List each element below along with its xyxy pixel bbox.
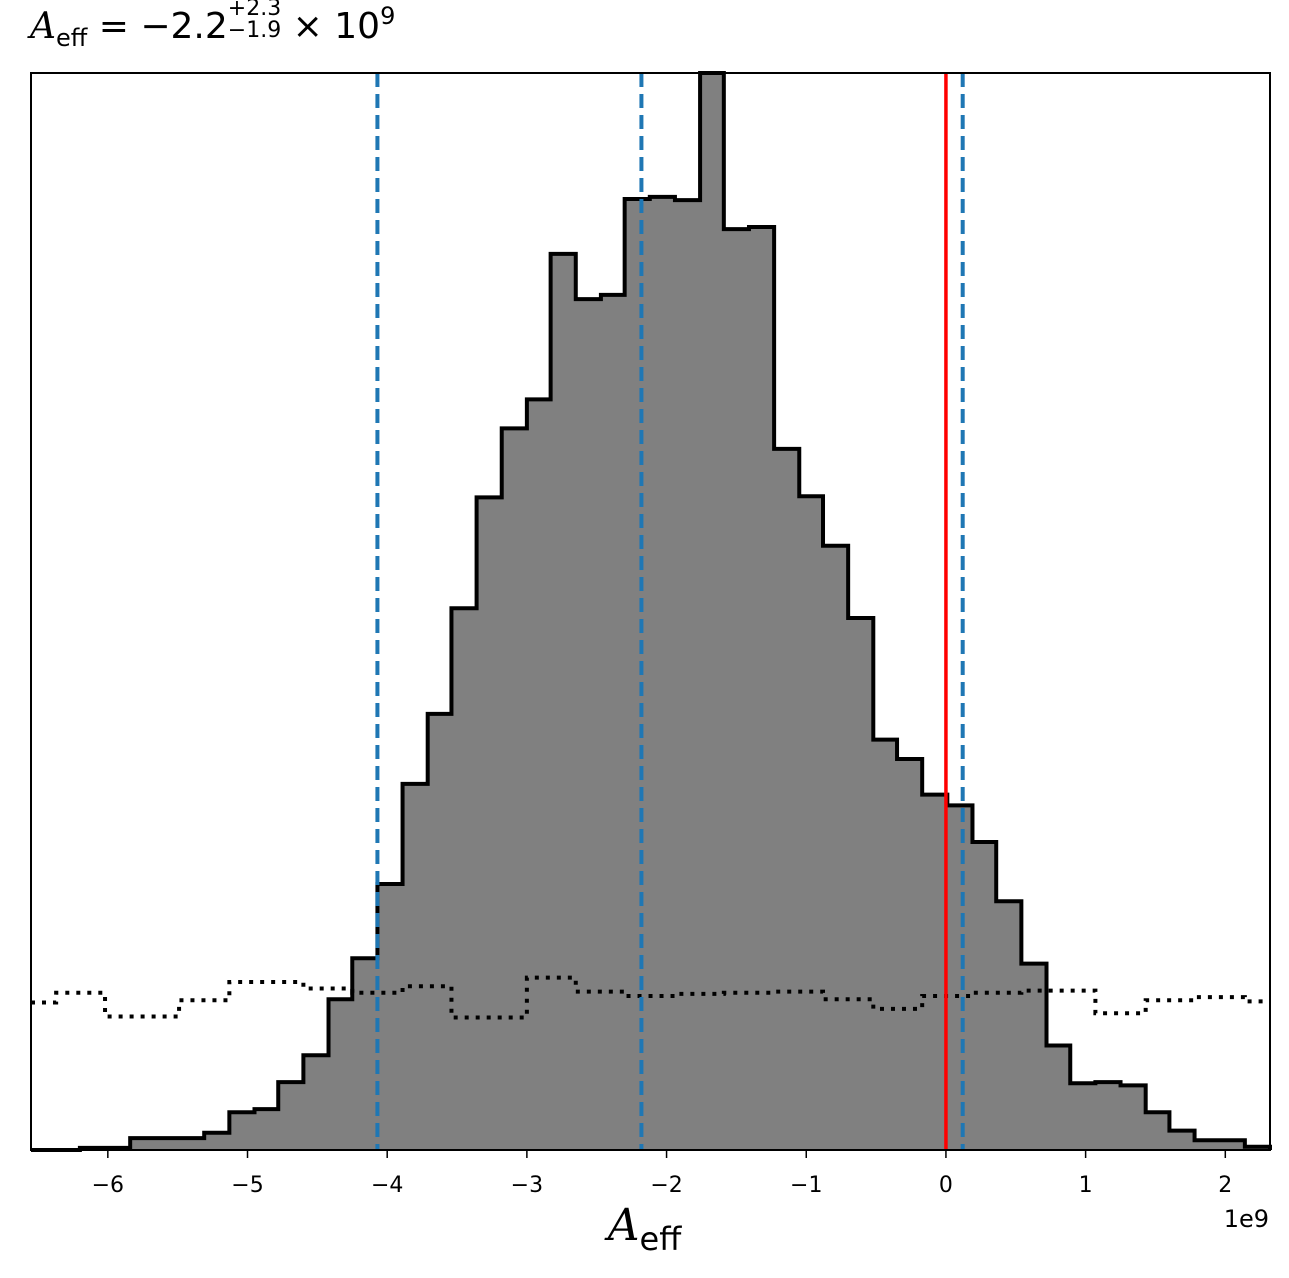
histogram-bar <box>972 841 997 1150</box>
histogram-outline <box>31 71 1272 1152</box>
x-tick-label: −1 <box>790 1173 822 1198</box>
x-tick-label: −4 <box>371 1173 403 1198</box>
histogram-bar <box>130 1138 156 1150</box>
histogram-bar <box>303 1055 330 1150</box>
histogram-bar <box>575 299 602 1150</box>
histogram-bar <box>1095 1082 1122 1150</box>
histogram-bar <box>1145 1112 1170 1150</box>
title-value: = −2.2 <box>87 6 228 47</box>
histogram-bar <box>723 229 750 1151</box>
x-axis-label-subscript: eff <box>639 1220 682 1258</box>
histogram-bar <box>1169 1130 1196 1150</box>
histogram-bar <box>848 617 874 1150</box>
histogram-bar <box>1046 1045 1071 1150</box>
x-axis-offset-text: 1e9 <box>1223 1205 1269 1233</box>
histogram-bar <box>873 739 898 1150</box>
histogram-bar <box>897 759 923 1150</box>
title-upper-error: +2.3 <box>227 0 282 21</box>
histogram-bar <box>1070 1083 1096 1150</box>
histogram-bar <box>922 794 948 1150</box>
histogram-bar <box>278 1082 304 1150</box>
histogram-bar <box>179 1138 205 1150</box>
histogram-bar <box>799 496 824 1150</box>
reference-lines <box>375 73 965 1150</box>
histogram-bar <box>1021 963 1048 1150</box>
histogram-bar <box>823 545 849 1150</box>
histogram-bar <box>600 294 626 1150</box>
histogram-bar <box>254 1109 279 1150</box>
histogram-bar <box>377 883 404 1150</box>
histogram-bar <box>947 805 973 1150</box>
x-tick-label: −5 <box>231 1173 263 1198</box>
x-tick-label: 2 <box>1218 1173 1232 1198</box>
posterior-histogram <box>31 71 1272 1152</box>
title-subscript: eff <box>56 24 88 52</box>
plot-frame <box>30 72 1271 1151</box>
histogram-bar <box>501 428 528 1150</box>
prior-outline <box>31 975 1270 1020</box>
histogram-bar <box>550 253 577 1150</box>
histogram-bar <box>674 200 701 1150</box>
histogram-bar <box>352 958 378 1150</box>
title-lower-error: −1.9 <box>227 18 282 43</box>
histogram-bar <box>229 1112 255 1150</box>
prior-histogram <box>31 975 1270 1020</box>
histogram-bar <box>649 196 676 1151</box>
histogram-bar <box>996 901 1022 1150</box>
x-tick-label: −2 <box>650 1173 682 1198</box>
x-tick-label: 1 <box>1079 1173 1093 1198</box>
x-axis-label-symbol: A <box>607 1200 640 1251</box>
histogram-bar <box>402 783 429 1150</box>
histogram-bar <box>155 1138 180 1150</box>
histogram-bar <box>1219 1140 1246 1150</box>
histogram-bar <box>204 1132 230 1150</box>
x-axis-label: Aeff <box>0 1200 1289 1258</box>
x-tick-label: −6 <box>92 1173 124 1198</box>
histogram-bar <box>427 713 452 1150</box>
histogram-bar <box>624 199 651 1150</box>
histogram-bar <box>476 497 503 1150</box>
histogram-bar <box>451 608 478 1150</box>
histogram-bar <box>1194 1140 1221 1150</box>
histogram-bar <box>526 399 552 1150</box>
x-tick-label: −3 <box>511 1173 543 1198</box>
histogram-bar <box>1120 1085 1147 1150</box>
histogram-bar <box>748 227 775 1151</box>
x-axis: −6 −5 −4 −3 −2 −1 0 1 2 <box>92 1150 1232 1198</box>
title-exponent: 9 <box>380 2 396 30</box>
histogram-bar <box>328 999 353 1150</box>
histogram-bar <box>774 448 800 1150</box>
histogram-bar <box>700 73 725 1150</box>
chart-title: Aeff = −2.2 +2.3 −1.9 × 109 <box>30 0 395 62</box>
x-tick-label: 0 <box>939 1173 953 1198</box>
title-errors: +2.3 −1.9 <box>228 0 281 42</box>
title-symbol: A <box>30 6 56 47</box>
title-times: × 10 <box>281 6 381 47</box>
